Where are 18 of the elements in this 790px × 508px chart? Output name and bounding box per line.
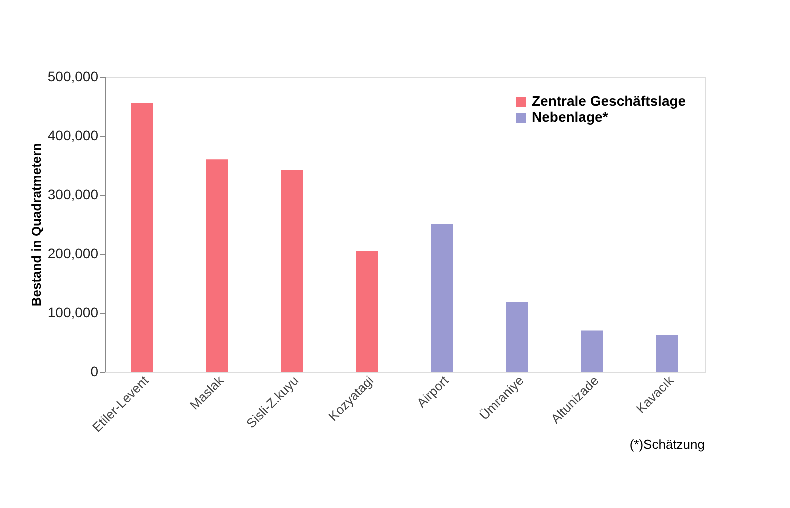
y-tick-label: 400,000 [48, 128, 99, 144]
legend-label: Zentrale Geschäftslage [532, 93, 686, 109]
legend-label: Nebenlage* [532, 109, 609, 125]
y-tick-label: 300,000 [48, 186, 99, 202]
text: (*)Schätzung [630, 436, 705, 452]
bar [132, 104, 154, 372]
bar [206, 160, 228, 372]
bar [356, 251, 378, 372]
y-tick-label: 0 [90, 364, 99, 380]
y-tick-label: 200,000 [48, 246, 99, 262]
y-tick-label: 100,000 [48, 304, 99, 320]
bar [656, 335, 678, 372]
y-axis-title: Bestand in Quadratmetern [28, 143, 44, 307]
bar [582, 330, 604, 372]
bar [282, 170, 304, 372]
bar [432, 224, 454, 372]
bar [506, 302, 528, 372]
y-tick-label: 500,000 [48, 68, 99, 84]
